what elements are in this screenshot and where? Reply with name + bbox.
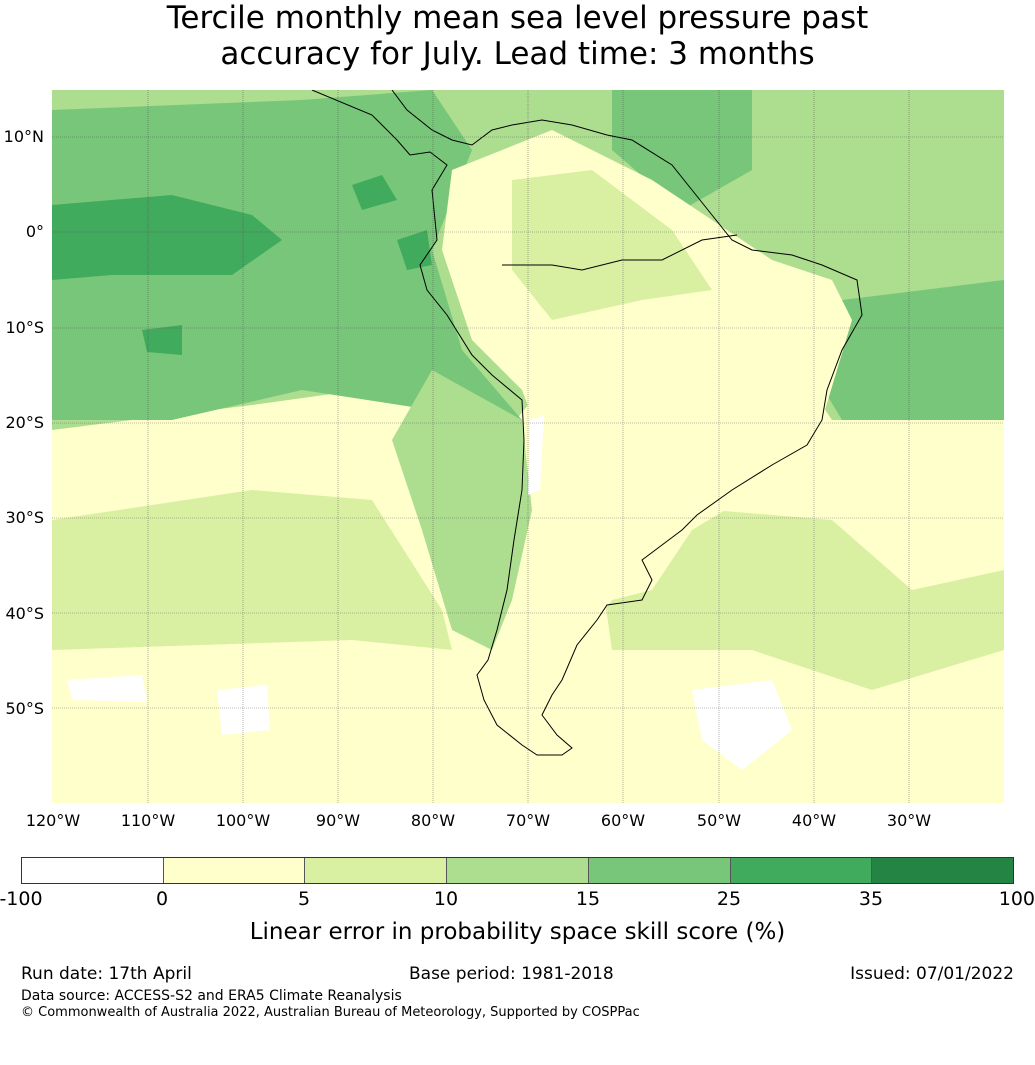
colorbar-segment-neg100-0 — [22, 858, 164, 883]
region-25-35-pacific-west — [52, 195, 282, 280]
negative-skill-patch-1 — [67, 675, 147, 702]
map-title: Tercile monthly mean sea level pressure … — [0, 0, 1035, 72]
run-date: Run date: 17th April — [21, 964, 192, 984]
lat-label-30s: 30°S — [5, 508, 44, 527]
lat-label-0: 0° — [25, 222, 44, 241]
region-10-15-andes-coast — [392, 370, 532, 650]
lon-label-30w: 30°W — [886, 811, 932, 830]
lon-label-120w: 120°W — [25, 811, 81, 830]
issued-date: Issued: 07/01/2022 — [850, 964, 1014, 984]
colorbar-segment-10-15 — [447, 858, 589, 883]
lon-label-80w: 80°W — [410, 811, 456, 830]
negative-skill-patch-2 — [217, 685, 270, 735]
colorbar-tick: 15 — [575, 888, 601, 910]
colorbar-label: Linear error in probability space skill … — [249, 919, 786, 945]
data-source: Data source: ACCESS-S2 and ERA5 Climate … — [21, 988, 402, 1004]
colorbar-tick: 5 — [297, 888, 311, 910]
title-line-2: accuracy for July. Lead time: 3 months — [220, 36, 815, 72]
lon-label-90w: 90°W — [315, 811, 361, 830]
colorbar-tick: 35 — [858, 888, 884, 910]
lat-label-40s: 40°S — [5, 604, 44, 623]
colorbar — [21, 857, 1014, 884]
colorbar-segment-0-5 — [163, 858, 306, 883]
colorbar-tick: 100 — [998, 888, 1035, 910]
colorbar-tick: 25 — [716, 888, 742, 910]
lat-label-10n: 10°N — [3, 127, 44, 146]
region-15-25-atlantic — [812, 280, 1004, 420]
lat-label-20s: 20°S — [5, 413, 44, 432]
negative-skill-patch-3 — [692, 680, 792, 770]
colorbar-tick: 10 — [433, 888, 459, 910]
coastline — [311, 90, 863, 756]
colorbar-tick: 0 — [155, 888, 169, 910]
lon-label-40w: 40°W — [791, 811, 837, 830]
colorbar-tick: -100 — [0, 888, 43, 910]
region-5-10-south-pacific — [52, 490, 452, 650]
lon-label-100w: 100°W — [215, 811, 271, 830]
region-25-35-patch — [142, 325, 182, 355]
title-line-1: Tercile monthly mean sea level pressure … — [166, 0, 869, 36]
base-period: Base period: 1981-2018 — [409, 964, 614, 984]
region-25-35-pacific-small — [352, 175, 397, 210]
lon-label-70w: 70°W — [505, 811, 551, 830]
skill-map — [52, 90, 1004, 803]
colorbar-segment-15-25 — [588, 858, 731, 883]
lat-label-50s: 50°S — [5, 699, 44, 718]
region-5-10-amazon — [512, 170, 712, 320]
lon-label-110w: 110°W — [120, 811, 176, 830]
lon-label-50w: 50°W — [696, 811, 742, 830]
copyright: © Commonwealth of Australia 2022, Austra… — [21, 1005, 640, 1020]
region-5-10-south-atlantic — [592, 510, 1004, 690]
skill-map-svg — [52, 90, 1004, 803]
colorbar-segment-25-35 — [730, 858, 873, 883]
colorbar-segment-35-100 — [872, 858, 1014, 883]
lat-label-10s: 10°S — [5, 318, 44, 337]
region-15-25-pacific — [52, 90, 522, 470]
lon-label-60w: 60°W — [600, 811, 646, 830]
amazon-river — [502, 234, 738, 271]
colorbar-segment-5-10 — [305, 858, 448, 883]
negative-skill-patch-andes — [528, 415, 544, 495]
graticule — [52, 90, 1004, 803]
